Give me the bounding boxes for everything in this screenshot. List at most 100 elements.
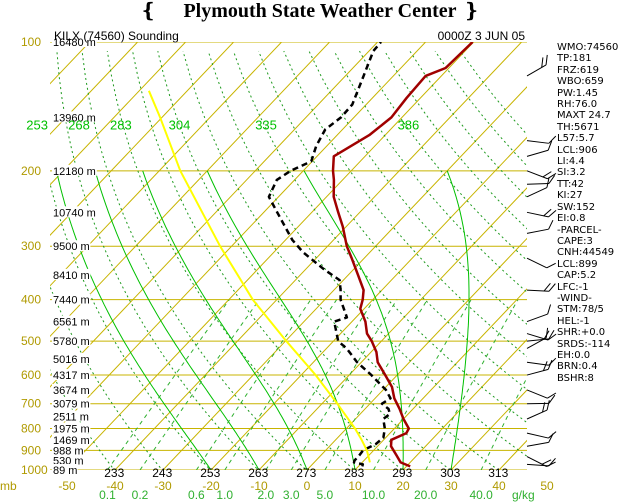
temperature-tick-label: -20 (202, 479, 220, 493)
wind-barb-flag (543, 283, 551, 292)
wind-barb-flag (548, 209, 557, 218)
grid-layer (50, 42, 527, 470)
wind-barb-flag (542, 171, 552, 178)
sounding-index: LI:4.4 (557, 156, 585, 168)
wind-barb (526, 394, 556, 405)
pressure-tick-label: 500 (21, 334, 41, 348)
height-label: 16480 m (53, 37, 96, 49)
wind-barb-flag (548, 433, 554, 443)
wind-barb-shaft (526, 170, 548, 180)
pressure-tick-label: 400 (21, 293, 41, 307)
isotherm-line (402, 338, 527, 470)
height-label-bg (52, 111, 97, 123)
wind-barb (526, 54, 548, 77)
wind-barb-flag (546, 177, 550, 188)
sounding-index: SI:3.2 (557, 167, 586, 179)
isotherm-line (50, 42, 282, 287)
dry-adiabat-line (182, 50, 500, 470)
pressure-tick-label: 700 (21, 397, 41, 411)
sounding-index: SW:152 (557, 201, 596, 213)
wind-barb (526, 170, 557, 180)
mixing-ratio-tick-label: 20.0 (414, 488, 438, 502)
wind-barb-flag (548, 135, 557, 144)
height-label: 5780 m (53, 336, 90, 348)
isotherm-line (50, 42, 234, 236)
height-label-bg (52, 164, 97, 176)
wind-barb-layer (526, 54, 557, 467)
isotherm-line (50, 42, 186, 186)
parcel-line (147, 90, 371, 463)
mixing-ratio-line (195, 299, 312, 470)
sounding-index: TP:181 (557, 53, 592, 65)
sounding-index: WMO:74560 (557, 42, 619, 53)
wind-barb-flag (547, 140, 553, 151)
wind-barb-flag (548, 457, 556, 467)
theta-top-label: 304 (169, 117, 191, 132)
wind-barb-shaft (526, 389, 548, 399)
sounding-index: SHR:+0.0 (557, 327, 606, 339)
wind-barb (526, 457, 556, 467)
wind-barb-flag (542, 361, 548, 371)
height-label-bg (52, 36, 97, 47)
wind-barb-shaft (526, 368, 549, 376)
dry-adiabat-line (106, 51, 356, 470)
wind-barb-shaft (526, 257, 547, 269)
height-label-bg (52, 240, 91, 252)
wind-barb-flag (547, 359, 553, 370)
theta-top-label: 268 (68, 117, 90, 132)
dewpoint-line (267, 42, 392, 467)
height-label: 7440 m (53, 295, 90, 307)
height-label-bg (52, 268, 91, 280)
theta-tick-label: 233 (104, 466, 124, 480)
mixing-ratio-tick-label: 3.0 (283, 488, 300, 502)
height-label-bg (52, 206, 97, 218)
mixing-ratio-line (224, 299, 338, 470)
wind-barb-flag (548, 219, 554, 230)
isotherm-line (210, 136, 527, 470)
header: ❴ Plymouth State Weather Center ❴ (0, 0, 640, 26)
sounding-index: CNH:44549 (557, 247, 615, 259)
wind-barb-shaft (526, 456, 547, 467)
height-label: 5016 m (53, 354, 90, 366)
height-label: 3079 m (53, 399, 90, 411)
sounding-index: EH:0.0 (557, 349, 591, 361)
height-label: 13960 m (53, 112, 96, 124)
wind-barb-shaft (526, 289, 549, 292)
isotherm-line (50, 42, 330, 338)
sounding-index: CAPE:3 (557, 235, 593, 247)
mixing-ratio-tick-label: 2.0 (257, 488, 274, 502)
sounding-index: LCL:906 (557, 144, 598, 156)
temperature-tick-label: 50 (540, 479, 554, 493)
mixing-ratio-unit: g/kg (512, 488, 535, 502)
height-label: 10740 m (53, 207, 96, 219)
mixing-ratio-line (106, 299, 230, 470)
sounding-index: -PARCEL- (557, 224, 602, 236)
mixing-ratio-line (139, 299, 260, 470)
height-label-bg (52, 454, 84, 466)
sounding-index: KI:27 (557, 190, 583, 202)
temperature-tick-label: 20 (396, 479, 410, 493)
dry-adiabat-line (384, 50, 527, 230)
theta-tick-label: 263 (248, 466, 268, 480)
wind-barb (526, 140, 553, 157)
theta-tick-label: 243 (152, 466, 172, 480)
mixing-ratio-line (373, 299, 472, 470)
wind-barb (526, 283, 556, 292)
height-label-bg (52, 352, 91, 364)
wind-barb-flag (542, 402, 546, 413)
mixing-ratio-tick-label: 10.0 (362, 488, 386, 502)
wind-barb (526, 330, 555, 342)
wind-barb-flag (547, 392, 557, 399)
wind-barb (526, 400, 550, 420)
mixing-ratio-tick-label: 0.6 (188, 488, 205, 502)
wind-barb-flag (543, 208, 552, 217)
pressure-tick-label: 300 (21, 239, 41, 253)
height-label: 89 m (53, 465, 77, 477)
height-label-bg (52, 293, 91, 305)
pressure-tick-label: 600 (21, 368, 41, 382)
wind-barb-shaft (526, 409, 548, 420)
wind-barb-shaft (526, 140, 549, 144)
wind-barb-shaft (526, 313, 548, 323)
wind-barb-shaft (526, 337, 547, 349)
